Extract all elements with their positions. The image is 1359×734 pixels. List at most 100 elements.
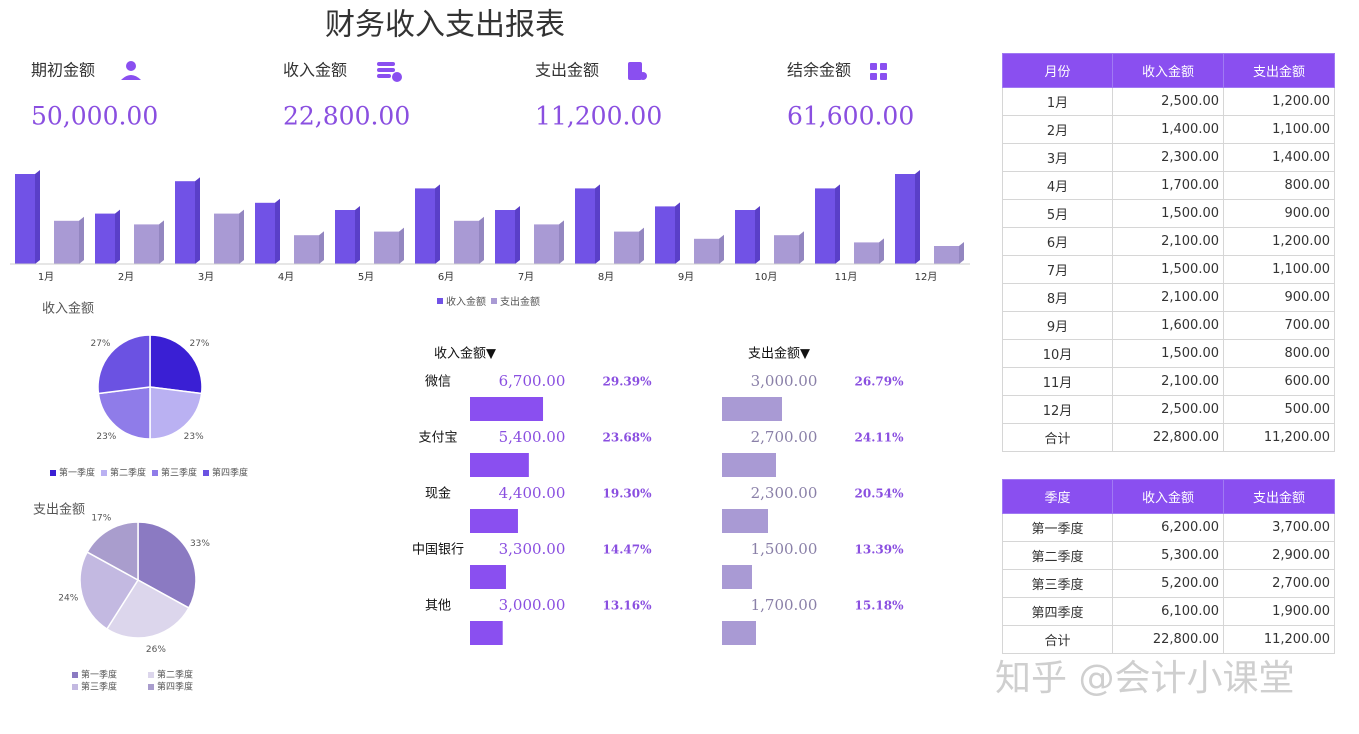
- table-row: 9月 1,600.00 700.00: [1002, 311, 1335, 340]
- legend-swatch: [491, 298, 497, 304]
- bar: [95, 213, 115, 264]
- header-cell: 收入金额: [1112, 53, 1224, 88]
- table-cell: 4月: [1002, 171, 1113, 200]
- bar-side: [399, 227, 404, 264]
- x-tick-label: 2月: [118, 271, 134, 283]
- pie-slice: [137, 521, 197, 609]
- table-cell: 2,100.00: [1112, 227, 1224, 256]
- bar-side: [959, 242, 964, 264]
- table-cell: 2,100.00: [1112, 367, 1224, 396]
- watermark: 知乎 @会计小课堂: [995, 658, 1294, 699]
- bar: [294, 235, 319, 264]
- header-cell: 季度: [1002, 479, 1113, 514]
- bar-side: [879, 238, 884, 264]
- bar: [214, 213, 239, 264]
- bar: [854, 242, 879, 264]
- kpi-value: 61,600.00: [787, 102, 914, 131]
- bar-side: [515, 206, 520, 264]
- bar: [15, 174, 35, 264]
- table-cell: 5月: [1002, 199, 1113, 228]
- table-cell: 6,200.00: [1112, 513, 1224, 542]
- table-row: 12月 2,500.00 500.00: [1002, 395, 1335, 424]
- table-cell: 1,500.00: [1112, 339, 1224, 368]
- table-cell: 2,300.00: [1112, 143, 1224, 172]
- bar: [335, 210, 355, 264]
- pie-label: 24%: [58, 593, 78, 603]
- legend-swatch: [72, 672, 78, 678]
- panel-title: 支出金额▼: [748, 346, 810, 362]
- value-label: 2,700.00: [751, 428, 818, 446]
- bar-side: [479, 216, 484, 264]
- bar-side: [275, 198, 280, 264]
- table-cell: 7月: [1002, 255, 1113, 284]
- value-label: 4,400.00: [499, 484, 566, 502]
- table-row: 4月 1,700.00 800.00: [1002, 171, 1335, 200]
- table-cell: 6,100.00: [1112, 597, 1224, 626]
- table-row: 2月 1,400.00 1,100.00: [1002, 115, 1335, 144]
- legend-label: 第一季度: [81, 669, 117, 681]
- table-cell: 1,500.00: [1112, 255, 1224, 284]
- table-cell: 2,100.00: [1112, 283, 1224, 312]
- table-cell: 1,600.00: [1112, 311, 1224, 340]
- table-cell: 800.00: [1223, 171, 1335, 200]
- legend-swatch: [148, 684, 154, 690]
- share-label: 23.68%: [603, 431, 653, 445]
- table-row: 6月 2,100.00 1,200.00: [1002, 227, 1335, 256]
- bar: [722, 453, 776, 477]
- bar: [722, 621, 756, 645]
- kpi-label: 期初金额: [31, 61, 95, 80]
- table-row: 第二季度 5,300.00 2,900.00: [1002, 541, 1335, 570]
- bar: [614, 231, 639, 264]
- bar: [722, 565, 752, 589]
- bar: [722, 509, 768, 533]
- bar: [774, 235, 799, 264]
- legend-label: 第二季度: [157, 669, 193, 681]
- table-cell: 900.00: [1223, 199, 1335, 228]
- table-cell: 第一季度: [1002, 513, 1113, 542]
- legend-label: 第四季度: [212, 467, 248, 479]
- data-table: 季度 收入金额 支出金额 第一季度 6,200.00 3,700.00 第二季度 5,300.…: [1002, 479, 1335, 654]
- share-label: 13.16%: [603, 599, 653, 613]
- pie-slice: [149, 334, 203, 395]
- legend-swatch: [148, 672, 154, 678]
- table-cell: 10月: [1002, 339, 1113, 368]
- table-cell: 第二季度: [1002, 541, 1113, 570]
- bar: [934, 246, 959, 264]
- value-label: 5,400.00: [499, 428, 566, 446]
- bar: [470, 509, 518, 533]
- table-cell: 2,500.00: [1112, 87, 1224, 116]
- bar-side: [799, 231, 804, 264]
- table-cell: 600.00: [1223, 367, 1335, 396]
- value-label: 1,700.00: [751, 596, 818, 614]
- table-row: 7月 1,500.00 1,100.00: [1002, 255, 1335, 284]
- legend-swatch: [101, 470, 107, 476]
- kpi-label: 支出金额: [535, 61, 599, 80]
- table-row: 1月 2,500.00 1,200.00: [1002, 87, 1335, 116]
- bar: [54, 220, 79, 264]
- table-cell: 800.00: [1223, 339, 1335, 368]
- share-label: 13.39%: [855, 543, 905, 557]
- bar: [454, 220, 479, 264]
- x-tick-label: 10月: [755, 271, 778, 283]
- bar: [470, 565, 506, 589]
- table-row: 月份 收入金额 支出金额: [1002, 53, 1335, 88]
- pie-slice: [79, 551, 140, 631]
- table-cell: 5,300.00: [1112, 541, 1224, 570]
- share-label: 15.18%: [855, 599, 905, 613]
- bar: [495, 210, 515, 264]
- x-tick-label: 5月: [358, 271, 374, 283]
- legend-swatch: [152, 470, 158, 476]
- category-label: 微信: [425, 375, 451, 390]
- kpi-value: 50,000.00: [31, 102, 158, 131]
- pie-label: 27%: [90, 339, 110, 349]
- bar: [655, 206, 675, 264]
- x-tick-label: 7月: [518, 271, 534, 283]
- legend-label: 第二季度: [110, 467, 146, 479]
- bar-side: [195, 177, 200, 264]
- bar: [735, 210, 755, 264]
- bar: [575, 188, 595, 264]
- table-cell: 6月: [1002, 227, 1113, 256]
- table-cell: 1,700.00: [1112, 171, 1224, 200]
- table-row: 5月 1,500.00 900.00: [1002, 199, 1335, 228]
- page-title: 财务收入支出报表: [325, 8, 565, 43]
